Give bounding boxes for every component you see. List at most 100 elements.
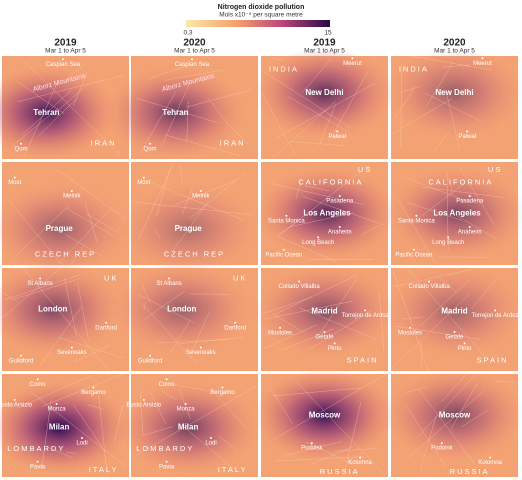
column-year: 2019: [313, 38, 336, 49]
road: [138, 294, 195, 324]
pollution-hotspot: [384, 264, 522, 358]
place-label: Torrejon de Ardoz: [472, 313, 519, 319]
road: [65, 207, 115, 237]
column-year: 2020: [443, 38, 466, 49]
road: [71, 247, 83, 265]
place-dot: [221, 386, 224, 389]
place-label: Busto Arsizio: [0, 402, 33, 408]
place-label: Pavia: [30, 464, 46, 470]
place-dot: [61, 58, 64, 61]
place-label: Mostoles: [398, 330, 422, 336]
road: [411, 55, 492, 71]
place-dot: [415, 214, 418, 217]
road: [426, 61, 454, 107]
place-dot: [199, 189, 202, 192]
place-dot: [199, 346, 202, 349]
road: [394, 325, 481, 340]
road: [277, 222, 297, 236]
place-label: Bergamo: [81, 390, 106, 396]
road: [261, 92, 296, 155]
column-dates: Mar 1 to Apr 5: [45, 48, 86, 55]
road: [85, 177, 89, 180]
place-dot: [447, 236, 450, 239]
road: [315, 276, 359, 341]
road: [65, 234, 103, 257]
road: [309, 310, 372, 350]
column-year: 2020: [183, 38, 206, 49]
place-label: Caspian Sea: [175, 62, 210, 68]
place-dot: [55, 403, 58, 406]
place-dot: [323, 331, 326, 334]
road: [269, 386, 293, 424]
place-label: Collado Villalba: [278, 284, 320, 290]
place-label: Santa Monica: [268, 218, 305, 224]
place-label: Guildford: [9, 358, 33, 364]
road: [439, 277, 458, 293]
road: [60, 204, 115, 262]
place-label: Guildford: [138, 358, 162, 364]
road: [449, 178, 453, 194]
place-dot: [489, 456, 492, 459]
road: [56, 336, 125, 359]
road: [211, 388, 247, 429]
road: [225, 121, 249, 145]
road: [422, 186, 504, 198]
city-label: Madrid: [311, 306, 337, 315]
city-label: Los Angeles: [433, 209, 481, 218]
road: [271, 57, 283, 61]
road: [141, 178, 245, 221]
road: [18, 375, 92, 408]
place-label: CZECH REP: [164, 250, 225, 259]
place-dot: [13, 398, 16, 401]
place-label: UK: [104, 273, 118, 282]
place-label: Anaheim: [328, 230, 352, 236]
place-dot: [165, 460, 168, 463]
map-panel: UK St Albans London Dartford Guildford Seveno…: [111, 262, 258, 371]
road: [450, 383, 478, 430]
road: [180, 165, 183, 186]
road: [400, 63, 402, 147]
road: [290, 141, 345, 146]
road: [188, 172, 246, 220]
road: [170, 321, 190, 353]
road: [74, 345, 110, 363]
road: [143, 301, 146, 311]
road: [13, 278, 81, 300]
place-dot: [468, 195, 471, 198]
place-label: Qom: [144, 146, 157, 152]
city-label: London: [38, 304, 67, 313]
scale-max: 15: [324, 30, 332, 37]
road: [405, 386, 429, 393]
road: [181, 187, 193, 215]
place-label: Anaheim: [458, 230, 482, 236]
road: [45, 446, 74, 459]
place-dot: [338, 226, 341, 229]
road: [318, 104, 336, 146]
place-dot: [13, 176, 16, 179]
place-dot: [285, 214, 288, 217]
city-label: Prague: [46, 224, 74, 233]
road: [39, 306, 83, 366]
place-label: Kolomna: [348, 460, 372, 466]
pollution-hotspot: [0, 182, 129, 276]
city-label: Milan: [178, 423, 199, 432]
pollution-hotspot: [0, 262, 123, 356]
road: [66, 451, 77, 454]
road: [148, 65, 189, 80]
place-label: LOMBARDY: [136, 444, 194, 453]
road: [345, 402, 362, 469]
place-label: INDIA: [269, 64, 299, 73]
road: [295, 178, 302, 199]
road: [149, 391, 167, 425]
road: [138, 164, 174, 239]
place-dot: [149, 142, 152, 145]
place-dot: [70, 346, 73, 349]
road: [334, 448, 377, 452]
road: [406, 201, 462, 221]
pollution-hotspot: [254, 264, 395, 358]
map-panel: Collado Villalba Madrid Torrejon de Ardoz M…: [254, 264, 395, 371]
road: [174, 180, 237, 206]
